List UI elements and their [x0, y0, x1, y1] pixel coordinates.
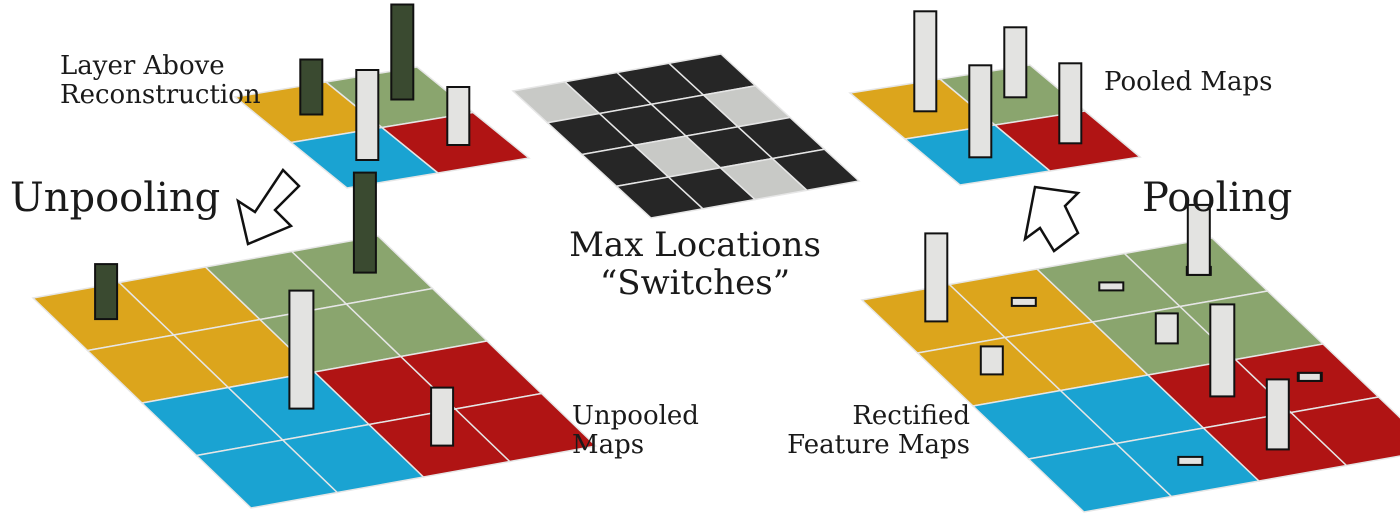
rectified-cell-3-3	[1289, 396, 1400, 467]
rectified-bar-8	[1209, 303, 1236, 398]
rectified-maps-label-line1: Rectified	[852, 401, 970, 431]
pooled-maps-grid	[848, 10, 1142, 186]
rectified-bar-11	[1297, 371, 1322, 382]
rectified-bar-3	[979, 345, 1004, 376]
unpooled-bar-red	[430, 386, 455, 447]
unpooling-label: Unpooling	[10, 175, 221, 221]
rectified-bar-1	[924, 232, 949, 323]
switches-label-line1: Max Locations	[569, 225, 821, 265]
unpooled-bar-blue	[288, 289, 315, 410]
unpooled-bar-orange	[94, 263, 119, 321]
pooling-label: Pooling	[1142, 175, 1293, 221]
pooled-bar-green	[1003, 26, 1028, 99]
rectified-bar-10	[1265, 378, 1290, 451]
unpooling-arrow	[236, 168, 301, 246]
switches-label: Max Locations “Switches”	[555, 226, 835, 302]
reconstruction-bar-green	[390, 3, 415, 101]
reconstruction-bar-blue	[355, 69, 380, 161]
pooled-bar-blue	[968, 64, 993, 159]
layer-above-label-line1: Layer Above	[60, 51, 225, 81]
reconstruction-bar-red	[446, 86, 471, 146]
switches-label-line2: “Switches”	[599, 263, 791, 304]
switch-cell-3-3	[770, 148, 861, 192]
rectified-bar-2	[1010, 296, 1037, 307]
pooled-bar-red	[1058, 62, 1083, 145]
layer-above-reconstruction-grid	[233, 3, 531, 189]
switches-grid	[511, 53, 861, 219]
unpooled-cell-3-3	[453, 392, 598, 463]
rectified-bar-4	[1098, 281, 1125, 292]
unpooled-maps-label-line2: Maps	[572, 430, 645, 461]
pooled-maps-label: Pooled Maps	[1104, 67, 1273, 97]
reconstruction-bar-orange	[299, 58, 324, 116]
layer-above-label-line2: Reconstruction	[60, 80, 261, 111]
rectified-bar-7	[1186, 203, 1211, 276]
rectified-maps-label-line2: Feature Maps	[787, 430, 970, 461]
pooled-bar-orange	[913, 10, 938, 113]
rectified-maps-label: Rectified Feature Maps	[770, 401, 970, 461]
rectified-bar-12	[1177, 455, 1204, 466]
rectified-feature-maps-grid	[860, 203, 1400, 513]
layer-above-label: Layer Above Reconstruction	[60, 51, 261, 111]
unpooled-maps-grid	[31, 171, 598, 509]
rectified-bar-6	[1154, 312, 1179, 345]
unpooled-bar-green	[352, 171, 377, 274]
pooling-arrow	[1023, 185, 1081, 253]
unpooled-maps-label-line1: Unpooled	[572, 401, 699, 431]
unpooled-maps-label: Unpooled Maps	[572, 401, 699, 461]
